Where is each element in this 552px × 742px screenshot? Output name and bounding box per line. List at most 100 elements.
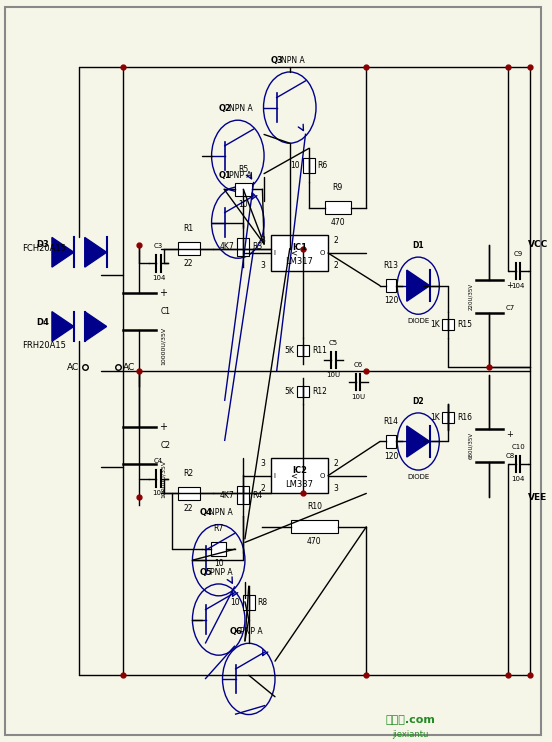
Text: 10: 10: [230, 598, 240, 608]
Bar: [386, 279, 396, 292]
Text: 4K7: 4K7: [220, 490, 235, 500]
Bar: [270, 458, 328, 493]
Text: PNP A: PNP A: [240, 627, 263, 636]
Text: VCC: VCC: [528, 240, 548, 249]
Text: C3: C3: [154, 243, 163, 249]
Polygon shape: [85, 237, 107, 267]
Text: +: +: [506, 281, 513, 290]
Text: 22: 22: [184, 259, 193, 268]
Text: 1K: 1K: [430, 320, 439, 329]
Bar: [291, 520, 338, 533]
Text: 120: 120: [384, 296, 398, 305]
Bar: [237, 486, 250, 505]
Text: R6: R6: [317, 160, 328, 170]
Text: 2: 2: [260, 484, 265, 493]
Text: 22: 22: [184, 504, 193, 513]
Bar: [211, 542, 226, 556]
Text: NPN A: NPN A: [229, 104, 252, 113]
Text: 4K7: 4K7: [220, 242, 235, 252]
Polygon shape: [85, 312, 107, 341]
Text: FCH20A15: FCH20A15: [22, 244, 66, 253]
Text: 104: 104: [512, 476, 525, 482]
Text: C6: C6: [353, 362, 363, 368]
Text: R12: R12: [312, 387, 327, 396]
Text: Q1: Q1: [218, 171, 231, 180]
Polygon shape: [407, 426, 429, 457]
Bar: [442, 319, 454, 330]
Text: C7: C7: [506, 305, 515, 311]
Bar: [325, 201, 351, 214]
Text: DIODE: DIODE: [407, 473, 429, 480]
Text: O: O: [320, 250, 325, 256]
Text: Q6: Q6: [229, 627, 242, 636]
Text: 3: 3: [260, 459, 265, 467]
Text: C8: C8: [506, 453, 515, 459]
Text: R11: R11: [312, 346, 327, 355]
Text: 2: 2: [334, 261, 338, 270]
Text: 120: 120: [384, 452, 398, 461]
Text: 2: 2: [334, 236, 338, 245]
Text: D1: D1: [412, 240, 424, 250]
Text: LM337: LM337: [285, 480, 314, 489]
Text: R10: R10: [307, 502, 322, 511]
Bar: [298, 386, 310, 397]
Text: 1K: 1K: [430, 413, 439, 422]
Text: R15: R15: [457, 320, 472, 329]
Text: PNP A: PNP A: [229, 171, 252, 180]
Text: 470: 470: [330, 218, 345, 227]
Text: 接线图.com: 接线图.com: [385, 715, 435, 725]
Text: R13: R13: [384, 261, 399, 270]
Text: <: <: [290, 249, 297, 257]
Text: 104: 104: [152, 490, 165, 496]
Text: 10U: 10U: [351, 394, 365, 400]
Bar: [178, 242, 200, 255]
Text: C5: C5: [329, 340, 338, 346]
Text: Q3: Q3: [270, 56, 283, 65]
Text: C10: C10: [511, 444, 525, 450]
Bar: [235, 183, 252, 196]
Text: 470: 470: [307, 537, 322, 546]
Text: R3: R3: [252, 242, 262, 252]
Text: 3: 3: [260, 261, 265, 270]
Polygon shape: [52, 237, 74, 267]
Text: 5K: 5K: [285, 346, 295, 355]
Bar: [270, 235, 328, 271]
Text: DIODE: DIODE: [407, 318, 429, 324]
Text: R9: R9: [332, 183, 343, 192]
Bar: [243, 595, 255, 611]
Bar: [178, 487, 200, 500]
Polygon shape: [52, 312, 74, 341]
Bar: [386, 435, 396, 448]
Bar: [298, 345, 310, 356]
Text: 3: 3: [334, 484, 339, 493]
Text: D3: D3: [36, 240, 49, 249]
Text: 5K: 5K: [285, 387, 295, 396]
Text: +: +: [506, 430, 513, 439]
Text: FRH20A15: FRH20A15: [22, 341, 66, 349]
Text: O: O: [320, 473, 325, 479]
Text: 2: 2: [334, 459, 338, 467]
Text: 10: 10: [290, 160, 300, 170]
Text: 10000U/35V: 10000U/35V: [161, 326, 166, 364]
Text: PNP A: PNP A: [210, 568, 232, 577]
Text: R14: R14: [384, 417, 399, 426]
Text: IC1: IC1: [292, 243, 307, 252]
Bar: [442, 412, 454, 423]
Text: jiexiantu: jiexiantu: [392, 730, 428, 739]
Text: 104: 104: [512, 283, 525, 289]
Text: IC2: IC2: [292, 466, 307, 475]
Text: Q2: Q2: [218, 104, 231, 113]
Text: +: +: [158, 288, 167, 298]
Text: +: +: [158, 421, 167, 432]
Text: R5: R5: [238, 165, 248, 174]
Text: NPN A: NPN A: [209, 508, 233, 517]
Text: R4: R4: [252, 490, 262, 500]
Text: C9: C9: [514, 251, 523, 257]
Text: <: <: [290, 471, 297, 480]
Text: 680U/35V: 680U/35V: [468, 432, 473, 459]
Text: R16: R16: [457, 413, 472, 422]
Text: 104: 104: [152, 275, 165, 281]
Text: Q5: Q5: [199, 568, 212, 577]
Text: LM317: LM317: [285, 257, 314, 266]
Text: 10: 10: [214, 559, 224, 568]
